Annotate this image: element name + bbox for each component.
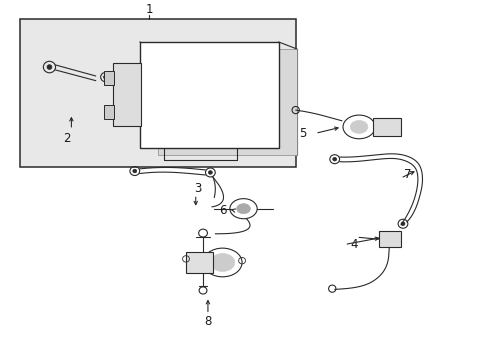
Text: 1: 1 xyxy=(145,3,153,16)
Bar xyxy=(20,19,295,167)
Ellipse shape xyxy=(103,75,107,79)
Ellipse shape xyxy=(400,222,404,226)
Circle shape xyxy=(349,121,367,134)
Bar xyxy=(185,252,212,273)
Text: 2: 2 xyxy=(62,132,70,145)
Bar xyxy=(113,63,141,126)
Text: 7: 7 xyxy=(403,168,411,181)
Circle shape xyxy=(210,253,234,271)
Ellipse shape xyxy=(208,171,212,174)
Bar xyxy=(158,49,297,155)
Text: 8: 8 xyxy=(204,315,211,328)
Bar xyxy=(378,231,400,247)
Ellipse shape xyxy=(332,157,336,161)
Ellipse shape xyxy=(47,65,52,69)
Bar xyxy=(140,42,278,148)
Text: 3: 3 xyxy=(194,183,202,195)
Text: 6: 6 xyxy=(218,204,226,217)
Circle shape xyxy=(236,204,250,214)
Bar xyxy=(104,105,114,119)
Text: 5: 5 xyxy=(299,127,306,140)
Text: 4: 4 xyxy=(350,238,357,251)
Ellipse shape xyxy=(133,169,137,173)
Bar xyxy=(372,118,400,136)
Bar xyxy=(104,71,114,85)
